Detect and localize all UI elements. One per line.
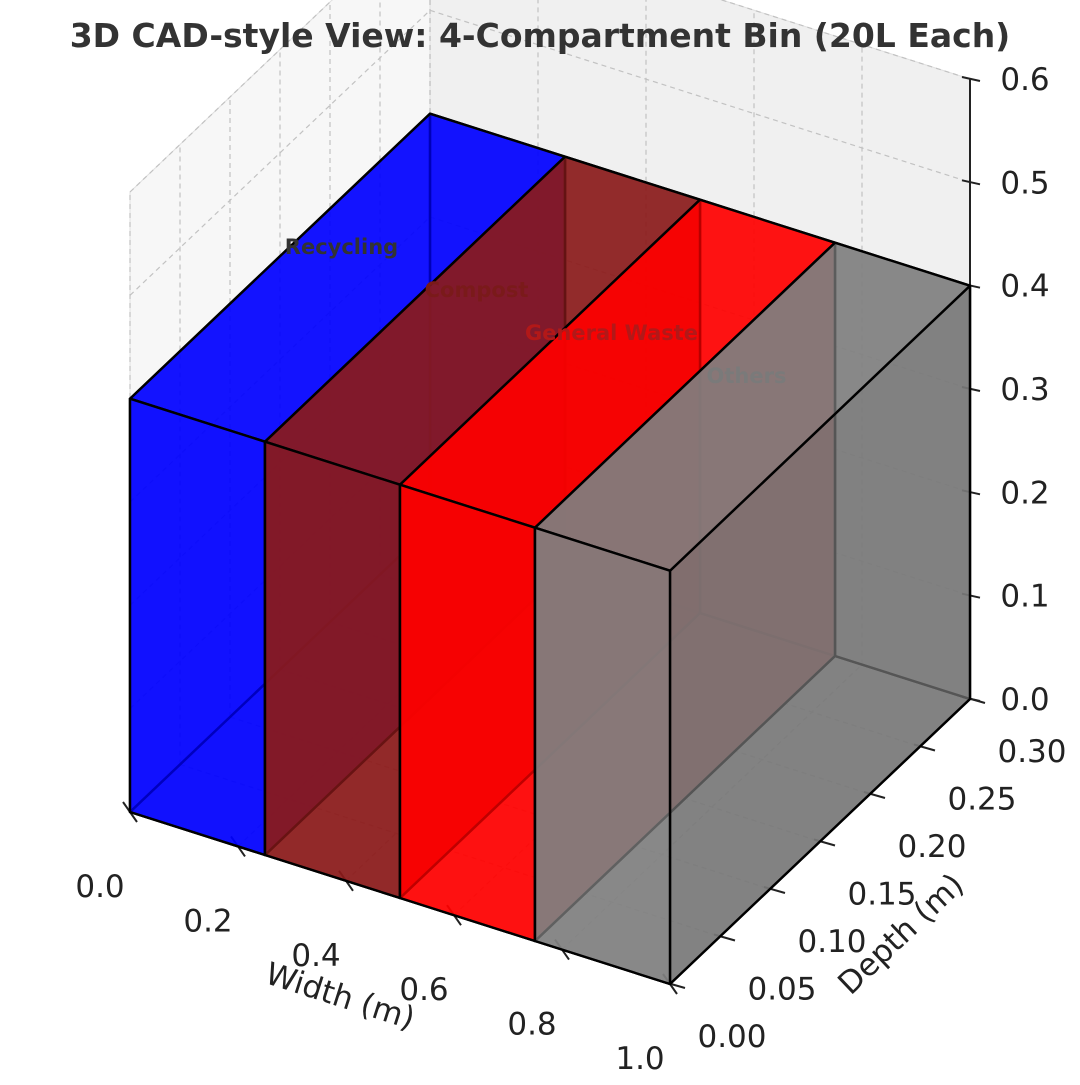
x-tick-label: 0.2 [183,903,232,939]
chart-title: 3D CAD-style View: 4-Compartment Bin (20… [69,16,1011,55]
grid-line-z-left [129,9,431,296]
z-tick-label: 0.2 [1000,475,1049,511]
compartment-labels: Recycling Compost General Waste Others [285,235,787,388]
y-tick-label: 0.15 [847,877,916,913]
y-tick-label: 0.00 [697,1019,766,1055]
x-tick-label: 1.0 [615,1041,664,1077]
y-tick-label: 0.25 [947,782,1016,818]
x-tick-label: 0.0 [75,869,124,905]
y-tick-label: 0.10 [797,924,866,960]
z-tick [961,179,981,186]
compartment-general-waste-front-face [398,483,537,943]
compartment-label: General Waste [525,321,698,345]
x-tick-label: 0.8 [507,1007,556,1043]
x-tick-label: 0.6 [399,972,448,1008]
x-tick-label: 0.4 [291,938,340,974]
compartment-recycling-front-face [128,397,267,857]
z-tick-label: 0.0 [1000,682,1049,718]
z-tick [961,76,981,82]
y-tick-label: 0.30 [997,734,1066,770]
z-tick-label: 0.1 [1000,579,1049,615]
grid-line-z-back [429,9,971,183]
z-tick-label: 0.6 [1000,62,1049,98]
grid-line-z-back [719,0,971,80]
bin-compartments [128,112,972,986]
compartment-label: Compost [425,278,529,302]
z-tick-label: 0.3 [1000,372,1049,408]
compartment-compost-front-face [263,440,402,900]
compartment-others-front-face [533,526,672,986]
compartment-label: Others [707,364,787,388]
compartment-label: Recycling [285,235,398,259]
y-tick-label: 0.20 [897,829,966,865]
z-tick-label: 0.5 [1000,165,1049,201]
z-tick-label: 0.4 [1000,269,1049,305]
y-tick-label: 0.05 [747,972,816,1008]
